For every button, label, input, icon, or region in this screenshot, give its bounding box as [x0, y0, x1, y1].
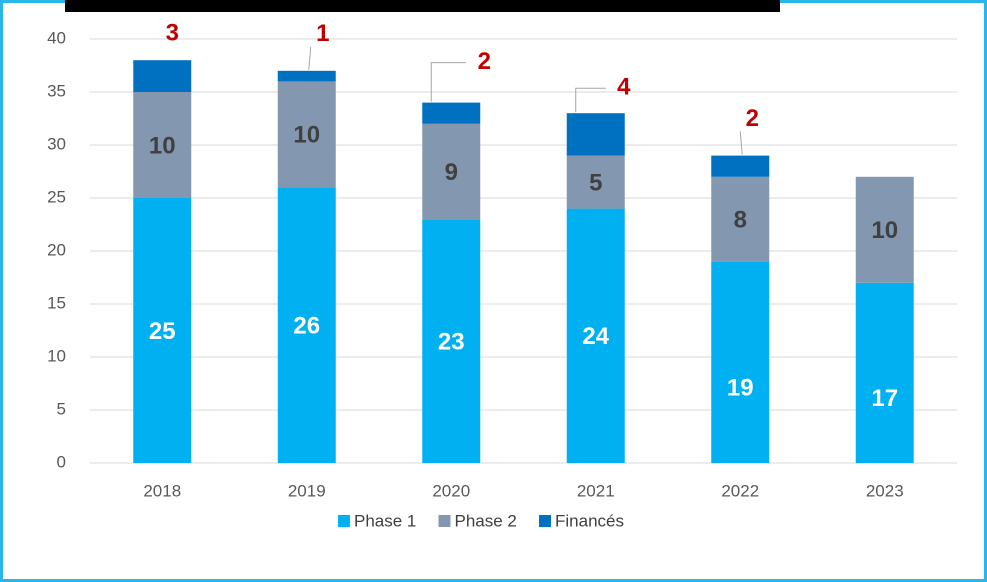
bar-segment: [422, 123, 481, 220]
value-label: 9: [445, 159, 458, 186]
value-label: 2: [746, 105, 759, 132]
value-label: 3: [166, 20, 179, 47]
y-tick-label: 35: [47, 81, 66, 100]
leader-line: [575, 87, 606, 113]
value-label: 24: [582, 323, 609, 350]
bar-segment: [855, 176, 914, 283]
value-label: 19: [727, 375, 754, 402]
header-block: [65, 0, 780, 12]
value-label: 5: [589, 169, 602, 196]
x-tick-label: 2020: [432, 481, 470, 500]
bar-segment: [277, 81, 336, 188]
bar-segment: [422, 219, 481, 463]
legend-swatch: [338, 515, 350, 527]
value-label: 8: [734, 207, 747, 234]
y-tick-label: 40: [47, 28, 66, 47]
value-label: 23: [438, 328, 465, 355]
bar-segment: [277, 187, 336, 463]
x-tick-label: 2022: [721, 481, 759, 500]
leader-line: [739, 131, 743, 155]
value-label: 10: [293, 122, 320, 149]
legend-swatch: [438, 515, 451, 527]
bar-segment: [855, 282, 914, 463]
legend-label: Financés: [555, 511, 624, 530]
bar-segment: [133, 60, 192, 92]
value-label: 10: [871, 217, 898, 244]
y-tick-label: 30: [47, 134, 66, 153]
legend-swatch: [539, 515, 551, 527]
x-tick-label: 2023: [866, 481, 904, 500]
legend-label: Phase 1: [354, 511, 416, 530]
x-tick-label: 2018: [143, 481, 181, 500]
bar-segment: [566, 113, 625, 156]
y-tick-label: 5: [57, 399, 66, 418]
bar-segment: [133, 92, 192, 198]
leader-line: [430, 62, 467, 102]
y-tick-label: 0: [57, 452, 66, 471]
bar-segment: [711, 176, 770, 262]
bar-segment: [711, 261, 770, 463]
x-tick-label: 2021: [577, 481, 615, 500]
bar-segment: [566, 208, 625, 463]
y-tick-label: 15: [47, 293, 66, 312]
bar-segment: [133, 198, 192, 463]
y-tick-label: 25: [47, 187, 66, 206]
legend-label: Phase 2: [455, 511, 517, 530]
value-label: 4: [617, 74, 631, 101]
value-label: 1: [316, 20, 329, 47]
value-label: 2: [478, 48, 491, 75]
y-tick-label: 10: [47, 346, 66, 365]
value-label: 26: [293, 313, 320, 340]
value-label: 25: [149, 318, 176, 345]
leader-line: [308, 46, 312, 70]
bar-segment: [711, 155, 770, 177]
x-tick-label: 2019: [288, 481, 326, 500]
y-tick-label: 20: [47, 240, 66, 259]
bar-segment: [277, 70, 336, 82]
value-label: 17: [871, 385, 898, 412]
bar-segment: [566, 155, 625, 209]
value-label: 10: [149, 132, 176, 159]
bar-segment: [422, 102, 481, 124]
